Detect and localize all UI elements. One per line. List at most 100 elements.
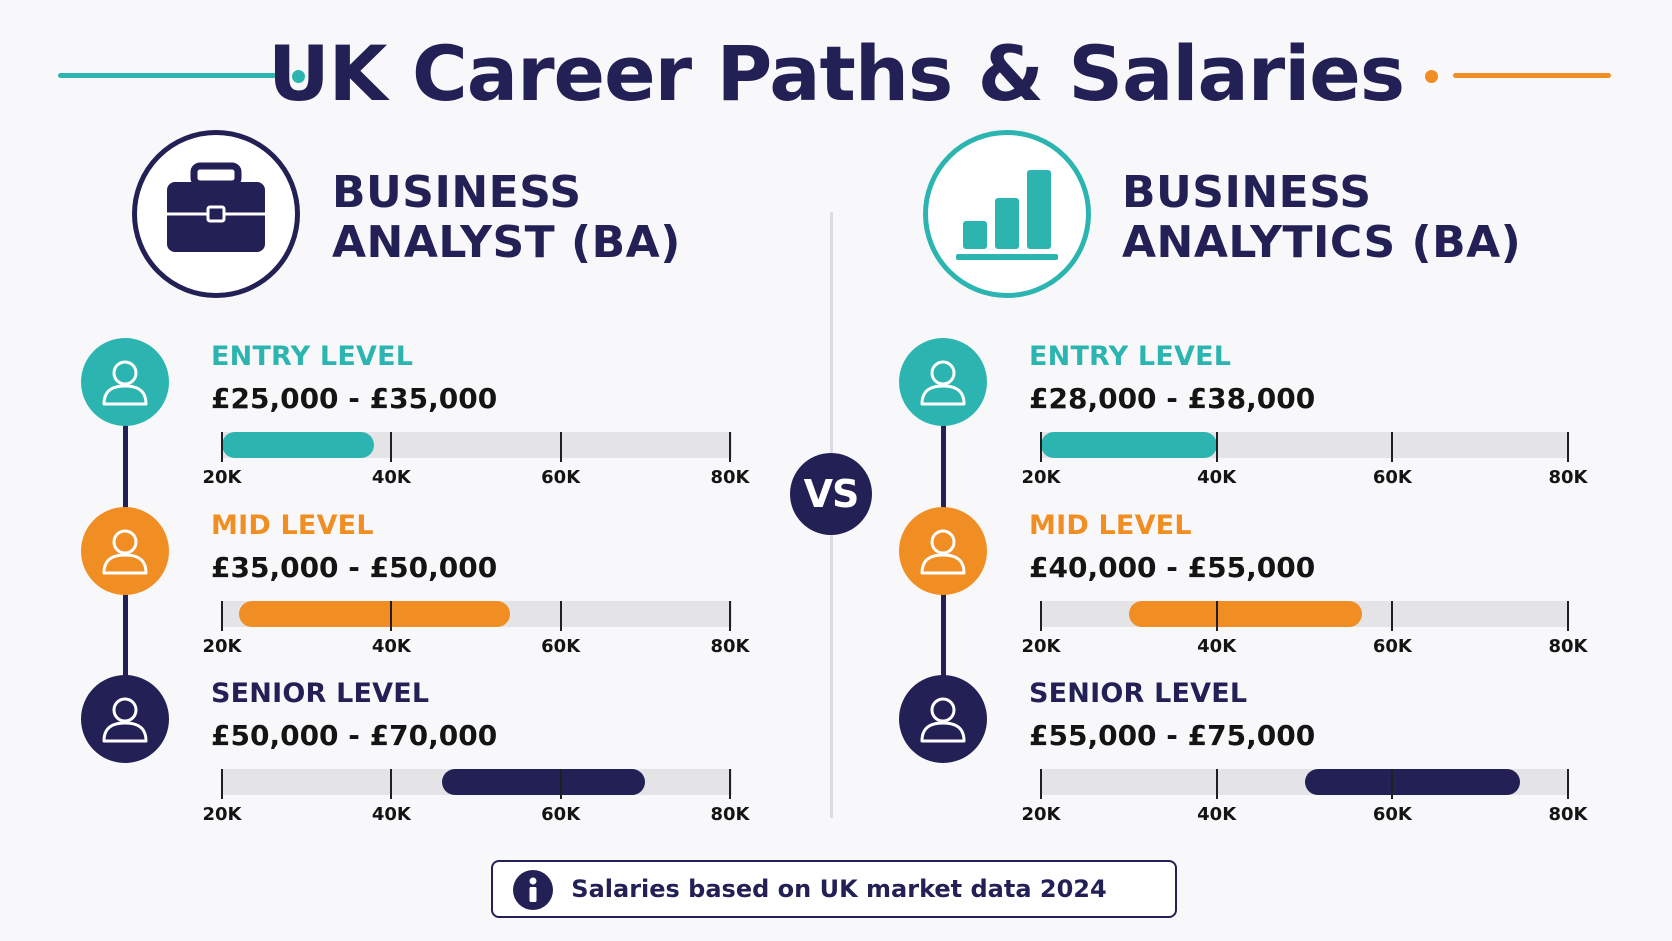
entry-level-salary-range: £28,000 - £38,000 [1029, 382, 1316, 415]
person-icon-graphic [920, 697, 966, 743]
person-icon [899, 675, 987, 763]
senior-level-label: SENIOR LEVEL [1029, 678, 1248, 709]
axis-tick-mark [221, 601, 223, 631]
person-icon-graphic [102, 529, 148, 575]
axis-tick-mark [390, 769, 393, 799]
axis-tick-mark [1567, 432, 1569, 462]
mid-level-salary-range: £40,000 - £55,000 [1029, 551, 1316, 584]
business-analyst-title-line-1: BUSINESS [332, 167, 582, 218]
entry-level-salary-range: £25,000 - £35,000 [211, 382, 498, 415]
senior-level-salary-track [1041, 769, 1568, 795]
axis-tick-mark [1040, 601, 1042, 631]
axis-tick-label: 60K [1372, 636, 1412, 657]
axis-tick-mark [729, 432, 731, 462]
senior-level-salary-bar [442, 769, 646, 795]
entry-level-salary-bar [1041, 432, 1217, 458]
axis-tick-mark [390, 432, 393, 462]
person-icon [899, 338, 987, 426]
axis-tick-mark [1567, 601, 1569, 631]
axis-tick-mark [729, 769, 731, 799]
person-icon [81, 507, 169, 595]
axis-tick-mark [559, 432, 562, 462]
axis-tick-label: 60K [1372, 467, 1412, 488]
business-analyst-title: BUSINESS ANALYST (BA) [332, 168, 681, 268]
business-analytics-title-line-1: BUSINESS [1122, 167, 1372, 218]
axis-tick-label: 20K [202, 467, 242, 488]
mid-level-salary-bar [1128, 601, 1362, 627]
business-analytics-title-line-2: ANALYTICS (BA) [1122, 217, 1522, 268]
axis-tick-label: 60K [541, 636, 581, 657]
footer-note: Salaries based on UK market data 2024 [491, 860, 1177, 918]
person-icon-graphic [920, 360, 966, 406]
axis-tick-label: 60K [541, 804, 581, 825]
axis-tick-mark [1391, 432, 1394, 462]
axis-tick-label: 60K [1372, 804, 1412, 825]
axis-tick-label: 80K [1548, 467, 1588, 488]
axis-tick-label: 80K [710, 636, 750, 657]
axis-tick-label: 80K [1548, 636, 1588, 657]
entry-level-salary-track [222, 432, 732, 458]
entry-level-salary-track [1041, 432, 1568, 458]
person-icon [899, 507, 987, 595]
vs-badge: VS [790, 453, 872, 535]
axis-tick-label: 80K [710, 467, 750, 488]
axis-tick-mark [1215, 432, 1218, 462]
axis-tick-mark [1391, 601, 1394, 631]
business-analytics-title: BUSINESS ANALYTICS (BA) [1122, 168, 1521, 268]
axis-tick-label: 60K [541, 467, 581, 488]
briefcase-icon [132, 130, 300, 298]
axis-tick-mark [1040, 769, 1042, 799]
person-icon [81, 338, 169, 426]
axis-tick-label: 20K [1021, 636, 1061, 657]
axis-tick-mark [729, 601, 731, 631]
entry-level-label: ENTRY LEVEL [211, 341, 414, 372]
axis-tick-label: 40K [1197, 636, 1237, 657]
axis-tick-label: 80K [1548, 804, 1588, 825]
mid-level-label: MID LEVEL [1029, 510, 1192, 541]
entry-level-salary-bar [222, 432, 375, 458]
entry-level-label: ENTRY LEVEL [1029, 341, 1232, 372]
info-icon [513, 870, 553, 910]
axis-tick-mark [221, 432, 223, 462]
axis-tick-label: 20K [202, 804, 242, 825]
footer-note-text: Salaries based on UK market data 2024 [571, 875, 1107, 903]
axis-tick-label: 40K [371, 636, 411, 657]
senior-level-label: SENIOR LEVEL [211, 678, 430, 709]
axis-tick-mark [559, 769, 562, 799]
mid-level-salary-range: £35,000 - £50,000 [211, 551, 498, 584]
axis-tick-mark [1391, 769, 1394, 799]
title-decoration-left-dot [292, 70, 305, 83]
axis-tick-label: 20K [1021, 804, 1061, 825]
axis-tick-label: 20K [202, 636, 242, 657]
title-decoration-left-line [58, 73, 276, 78]
axis-tick-mark [1040, 432, 1042, 462]
axis-tick-label: 40K [371, 467, 411, 488]
axis-tick-mark [1215, 601, 1218, 631]
axis-tick-mark [1215, 769, 1218, 799]
mid-level-salary-track [222, 601, 732, 627]
senior-level-salary-range: £55,000 - £75,000 [1029, 719, 1316, 752]
bar-chart-icon [923, 130, 1091, 298]
axis-tick-label: 40K [1197, 804, 1237, 825]
mid-level-salary-bar [238, 601, 510, 627]
axis-tick-mark [559, 601, 562, 631]
page-title: UK Career Paths & Salaries [267, 29, 1405, 118]
senior-level-salary-range: £50,000 - £70,000 [211, 719, 498, 752]
person-icon-graphic [102, 697, 148, 743]
senior-level-salary-track [222, 769, 732, 795]
mid-level-salary-track [1041, 601, 1568, 627]
axis-tick-label: 80K [710, 804, 750, 825]
senior-level-salary-bar [1304, 769, 1520, 795]
person-icon [81, 675, 169, 763]
axis-tick-mark [1567, 769, 1569, 799]
person-icon-graphic [102, 360, 148, 406]
axis-tick-mark [390, 601, 393, 631]
axis-tick-label: 20K [1021, 467, 1061, 488]
axis-tick-label: 40K [371, 804, 411, 825]
title-decoration-right-line [1453, 73, 1611, 78]
axis-tick-mark [221, 769, 223, 799]
person-icon-graphic [920, 529, 966, 575]
title-decoration-right-dot [1425, 70, 1438, 83]
mid-level-label: MID LEVEL [211, 510, 374, 541]
business-analyst-title-line-2: ANALYST (BA) [332, 217, 681, 268]
